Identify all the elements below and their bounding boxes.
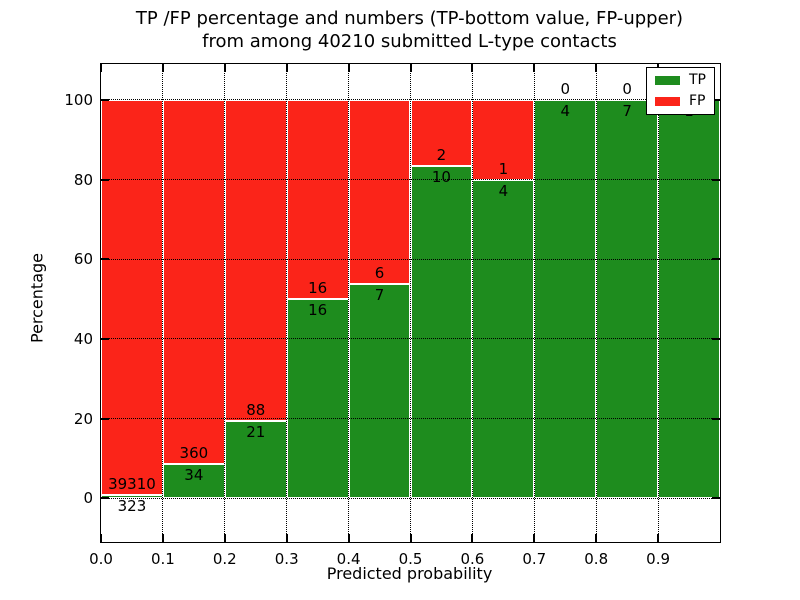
x-tick-mark-top <box>285 64 288 72</box>
v-gridline <box>286 64 288 542</box>
x-tick-label: 0.0 <box>89 550 113 568</box>
title-line-2: from among 40210 submitted L-type contac… <box>202 31 617 52</box>
tp-count-label: 7 <box>622 101 632 120</box>
fp-count-label: 88 <box>246 401 266 420</box>
legend-swatch-fp <box>655 97 680 106</box>
x-tick-label: 0.8 <box>584 550 609 568</box>
fp-count-label: 6 <box>374 263 385 282</box>
v-gridline <box>348 64 350 542</box>
x-tick-mark <box>595 534 598 542</box>
x-tick-mark-top <box>471 64 474 72</box>
fp-count-label: 16 <box>308 279 328 298</box>
tp-bar-segment <box>286 299 349 499</box>
fp-count-label: 2 <box>436 146 447 165</box>
tp-count-label: 16 <box>308 301 328 320</box>
x-tick-label: 0.3 <box>274 550 299 568</box>
tp-bar-segment <box>596 99 659 499</box>
y-tick-label: 80 <box>73 170 93 189</box>
legend-entry-tp: TP <box>655 72 706 89</box>
y-tick-label: 20 <box>73 409 93 428</box>
v-gridline <box>657 64 659 542</box>
x-tick-mark-top <box>161 64 164 72</box>
chart-title: TP /FP percentage and numbers (TP-bottom… <box>100 7 719 53</box>
v-gridline <box>224 64 226 542</box>
title-line-1: TP /FP percentage and numbers (TP-bottom… <box>135 8 684 29</box>
v-gridline <box>471 64 473 542</box>
v-gridline <box>410 64 411 542</box>
fp-bar-segment <box>101 99 163 495</box>
x-tick-mark <box>100 534 102 542</box>
fp-count-label: 360 <box>179 443 209 462</box>
x-tick-mark-top <box>223 64 226 72</box>
v-gridline <box>162 64 164 542</box>
tp-count-label: 21 <box>246 423 266 442</box>
x-tick-mark-top <box>347 64 350 72</box>
y-tick-label: 100 <box>64 90 93 109</box>
tp-count-label: 4 <box>560 101 571 120</box>
y-tick-mark <box>101 337 109 340</box>
x-axis-label: Predicted probability <box>326 564 493 583</box>
x-tick-label: 0.9 <box>646 550 671 568</box>
y-tick-mark-right <box>712 417 720 420</box>
tp-count-label: 323 <box>117 496 147 515</box>
y-tick-mark <box>101 178 109 181</box>
x-tick-mark <box>471 534 474 542</box>
legend: TP FP <box>646 67 715 115</box>
x-tick-mark-top <box>100 64 102 72</box>
x-tick-label: 0.2 <box>212 550 237 568</box>
x-tick-label: 0.1 <box>150 550 175 568</box>
legend-swatch-tp <box>655 76 680 85</box>
y-tick-mark <box>101 417 109 420</box>
x-tick-label: 0.6 <box>460 550 485 568</box>
y-tick-mark <box>101 258 109 261</box>
x-tick-mark <box>347 534 350 542</box>
fp-count-label: 39310 <box>108 474 156 493</box>
v-gridline <box>533 64 535 542</box>
tp-count-label: 4 <box>498 181 509 200</box>
tp-count-label: 7 <box>374 285 385 304</box>
x-tick-label: 0.7 <box>522 550 547 568</box>
y-tick-mark-right <box>712 98 720 101</box>
plot-area: 0 20 40 60 80 100 0.0 0.1 0.2 0.3 0.4 0.5 0.6 0.7 0.8 0… <box>64 63 721 568</box>
fp-count-label: 1 <box>498 159 509 178</box>
x-tick-mark <box>657 534 660 542</box>
fp-bar-segment <box>224 99 287 422</box>
y-tick-label: 40 <box>73 329 93 348</box>
tp-bar-segment <box>658 99 720 499</box>
x-tick-mark-top <box>533 64 536 72</box>
y-tick-mark-right <box>712 497 720 500</box>
v-gridline <box>595 64 597 542</box>
tp-bar-segment <box>348 283 411 499</box>
legend-entry-fp: FP <box>655 93 706 110</box>
tp-count-label: 34 <box>184 465 204 484</box>
y-tick-mark <box>101 98 109 101</box>
x-tick-mark-top <box>409 64 412 72</box>
x-tick-label: 0.4 <box>336 550 361 568</box>
fp-count-label: 0 <box>560 79 571 98</box>
fp-count-label: 0 <box>622 79 632 98</box>
y-tick-label: 0 <box>83 489 93 508</box>
y-tick-label: 60 <box>73 250 93 269</box>
x-tick-mark <box>223 534 226 542</box>
tp-bar-segment <box>410 166 473 499</box>
y-tick-mark-right <box>712 178 720 181</box>
fp-bar-segment <box>162 99 225 464</box>
fp-bar-segment <box>348 99 411 284</box>
x-tick-mark <box>285 534 288 542</box>
x-tick-mark <box>161 534 164 542</box>
tp-bar-segment <box>534 99 597 499</box>
legend-label-fp: FP <box>689 93 706 109</box>
fp-bar-segment <box>286 99 349 299</box>
tp-count-label: 10 <box>431 168 451 187</box>
x-tick-mark <box>409 534 412 542</box>
legend-label-tp: TP <box>689 72 706 88</box>
y-tick-mark-right <box>712 258 720 261</box>
x-tick-mark-top <box>595 64 598 72</box>
x-tick-label: 0.5 <box>398 550 423 568</box>
y-tick-mark <box>101 497 109 500</box>
x-tick-mark <box>533 534 536 542</box>
y-tick-mark-right <box>712 337 720 340</box>
